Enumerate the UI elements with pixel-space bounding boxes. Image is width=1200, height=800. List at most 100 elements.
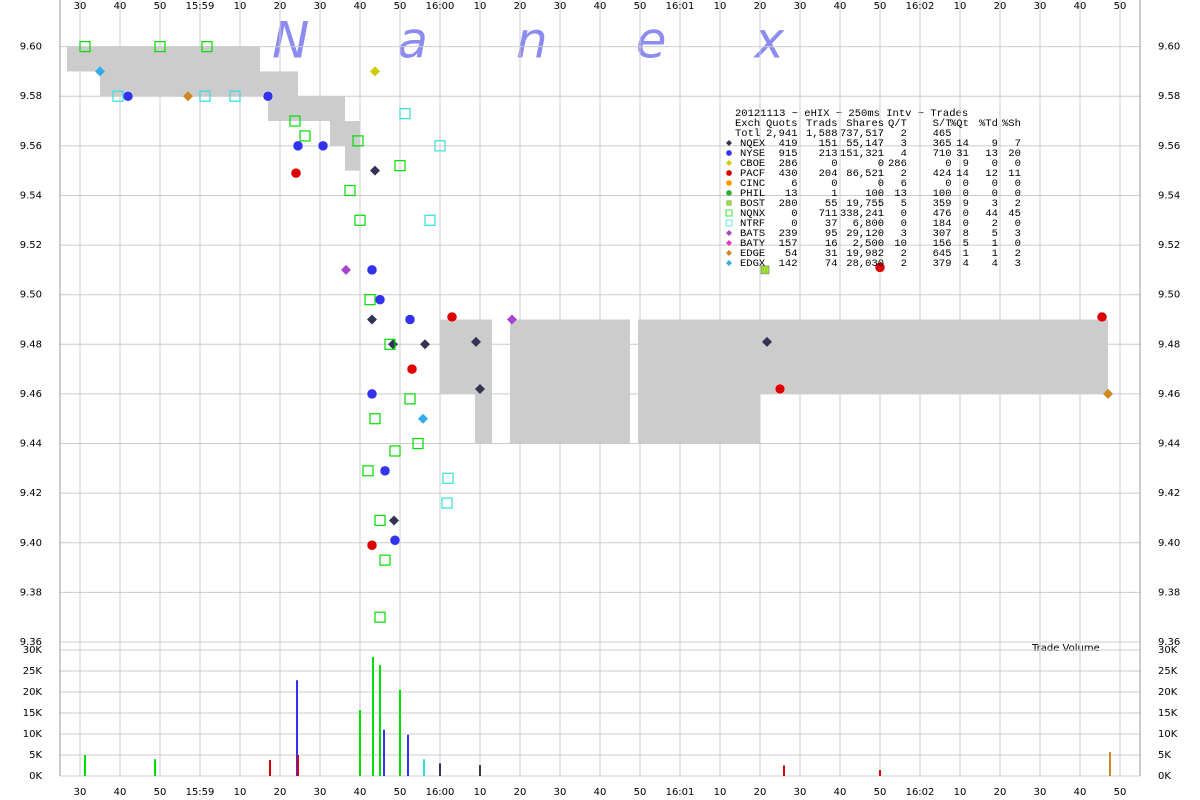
table-cell: 13 xyxy=(894,188,907,200)
y-tick-label: 9.40 xyxy=(20,538,42,549)
table-cell: 55,147 xyxy=(846,138,884,150)
table-cell: PHIL xyxy=(740,188,765,200)
x-tick-label: 10 xyxy=(954,1,967,12)
volume-bar xyxy=(783,765,785,776)
y-tick-label: 9.50 xyxy=(20,290,42,301)
table-total: 2,941 xyxy=(766,128,798,140)
legend-marker xyxy=(725,219,733,227)
x-tick-label: 10 xyxy=(474,1,487,12)
table-cell: 2 xyxy=(992,218,998,230)
table-cell: 16 xyxy=(825,238,838,250)
volume-bar xyxy=(372,657,374,776)
table-cell: 151 xyxy=(819,138,838,150)
table-cell: 12 xyxy=(985,168,998,180)
x-tick-label: 20 xyxy=(754,787,767,798)
trade-marker xyxy=(441,497,453,509)
table-cell: 645 xyxy=(933,248,952,260)
table-cell: 9 xyxy=(963,198,969,210)
table-cell: NTRF xyxy=(740,218,765,230)
trade-marker xyxy=(352,135,364,147)
table-cell: 239 xyxy=(779,228,798,240)
trade-marker xyxy=(762,336,772,347)
table-cell: 710 xyxy=(933,148,952,160)
table-cell: 13 xyxy=(785,188,798,200)
x-tick-label: 16:01 xyxy=(666,1,695,12)
table-cell: 100 xyxy=(865,188,884,200)
x-tick-label: 40 xyxy=(114,1,127,12)
table-cell: 419 xyxy=(779,138,798,150)
table-cell: 424 xyxy=(933,168,952,180)
table-cell: 0 xyxy=(831,178,837,190)
table-total: Totl xyxy=(735,128,760,140)
trade-marker xyxy=(774,383,786,395)
trade-marker xyxy=(299,130,311,142)
y-tick-label: 9.48 xyxy=(20,339,42,350)
volume-bar xyxy=(84,755,86,776)
trade-marker xyxy=(112,90,124,102)
table-cell: BATY xyxy=(740,238,766,250)
table-cell: 14 xyxy=(956,138,969,150)
table-cell: 0 xyxy=(963,188,969,200)
y-tick-label: 9.42 xyxy=(1158,488,1180,499)
y-tick-label: 9.44 xyxy=(20,439,42,450)
table-header: Q/T xyxy=(888,118,907,130)
table-cell: EDGX xyxy=(740,258,766,270)
trade-marker xyxy=(79,41,91,53)
trade-marker xyxy=(366,540,378,551)
x-tick-label: 50 xyxy=(394,1,407,12)
table-cell: 0 xyxy=(901,208,907,220)
nbbo-band xyxy=(440,319,475,394)
table-cell: 19,982 xyxy=(846,248,884,260)
table-cell: 54 xyxy=(785,248,798,260)
x-tick-label: 30 xyxy=(554,787,567,798)
trade-marker xyxy=(389,515,399,526)
nbbo-band xyxy=(260,71,268,97)
trade-marker xyxy=(760,265,770,275)
x-tick-label: 40 xyxy=(354,787,367,798)
table-cell: 55 xyxy=(825,198,838,210)
table-total: 737,517 xyxy=(840,128,884,140)
x-tick-label: 20 xyxy=(994,787,1007,798)
x-tick-label: 40 xyxy=(834,1,847,12)
x-tick-label: 15:59 xyxy=(186,787,215,798)
x-tick-label: 20 xyxy=(514,787,527,798)
table-cell: 0 xyxy=(992,188,998,200)
nbbo-band xyxy=(330,96,345,146)
table-header: Exch xyxy=(735,118,760,130)
table-cell: 0 xyxy=(1015,158,1021,170)
volume-bar xyxy=(407,734,409,776)
x-tick-label: 30 xyxy=(1034,1,1047,12)
x-tick-label: 30 xyxy=(1034,787,1047,798)
trade-marker xyxy=(354,214,366,226)
table-header: Shares xyxy=(846,118,884,130)
x-tick-label: 40 xyxy=(1074,787,1087,798)
volume-bar xyxy=(1109,752,1111,776)
table-cell: 2 xyxy=(1015,248,1021,260)
x-tick-label: 30 xyxy=(794,787,807,798)
legend-marker xyxy=(726,200,732,206)
trade-marker xyxy=(201,41,213,53)
nbbo-band xyxy=(475,319,492,444)
volume-bar xyxy=(154,759,156,776)
trade-marker xyxy=(507,314,517,325)
table-cell: 379 xyxy=(933,258,952,270)
x-tick-label: 10 xyxy=(474,787,487,798)
table-cell: NYSE xyxy=(740,148,765,160)
table-cell: 100 xyxy=(933,188,952,200)
volume-bar xyxy=(297,755,299,776)
x-tick-label: 50 xyxy=(874,1,887,12)
nbbo-band xyxy=(638,319,760,444)
x-tick-label: 50 xyxy=(154,787,167,798)
x-tick-label: 20 xyxy=(754,1,767,12)
legend-marker xyxy=(725,169,733,177)
table-cell: 44 xyxy=(985,208,998,220)
table-cell: 0 xyxy=(1015,178,1021,190)
table-cell: 11 xyxy=(1008,168,1021,180)
table-cell: NQEX xyxy=(740,138,766,150)
table-cell: 0 xyxy=(1015,188,1021,200)
volume-tick-label: 10K xyxy=(23,729,43,740)
trade-marker xyxy=(344,184,356,197)
trade-marker xyxy=(262,90,274,102)
table-cell: 0 xyxy=(878,158,884,170)
y-tick-label: 9.50 xyxy=(1158,290,1180,301)
